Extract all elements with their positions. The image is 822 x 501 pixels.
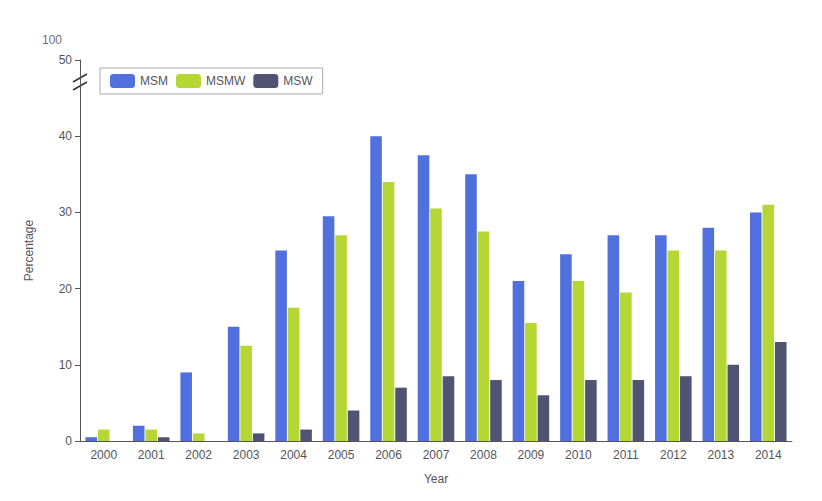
svg-text:2010: 2010 xyxy=(565,448,592,462)
svg-text:10: 10 xyxy=(59,358,73,372)
svg-text:2011: 2011 xyxy=(613,448,639,462)
svg-text:0: 0 xyxy=(65,434,72,448)
svg-text:MSW: MSW xyxy=(283,74,313,88)
svg-text:2001: 2001 xyxy=(138,448,165,462)
svg-text:2014: 2014 xyxy=(755,448,782,462)
svg-text:Year: Year xyxy=(424,472,448,486)
svg-text:2007: 2007 xyxy=(423,448,450,462)
svg-text:MSMW: MSMW xyxy=(206,74,246,88)
svg-text:2003: 2003 xyxy=(233,448,260,462)
svg-text:2006: 2006 xyxy=(375,448,402,462)
svg-text:2008: 2008 xyxy=(470,448,497,462)
svg-text:2005: 2005 xyxy=(328,448,355,462)
svg-text:2000: 2000 xyxy=(90,448,117,462)
svg-text:50: 50 xyxy=(59,53,73,67)
svg-text:20: 20 xyxy=(59,282,73,296)
svg-text:MSM: MSM xyxy=(140,74,168,88)
svg-text:2012: 2012 xyxy=(660,448,687,462)
svg-text:40: 40 xyxy=(59,129,73,143)
svg-text:100: 100 xyxy=(42,33,62,47)
svg-text:Percentage: Percentage xyxy=(22,219,36,281)
svg-text:2009: 2009 xyxy=(518,448,545,462)
svg-text:30: 30 xyxy=(59,205,73,219)
svg-text:2002: 2002 xyxy=(185,448,212,462)
svg-text:2013: 2013 xyxy=(707,448,734,462)
svg-text:2004: 2004 xyxy=(280,448,307,462)
